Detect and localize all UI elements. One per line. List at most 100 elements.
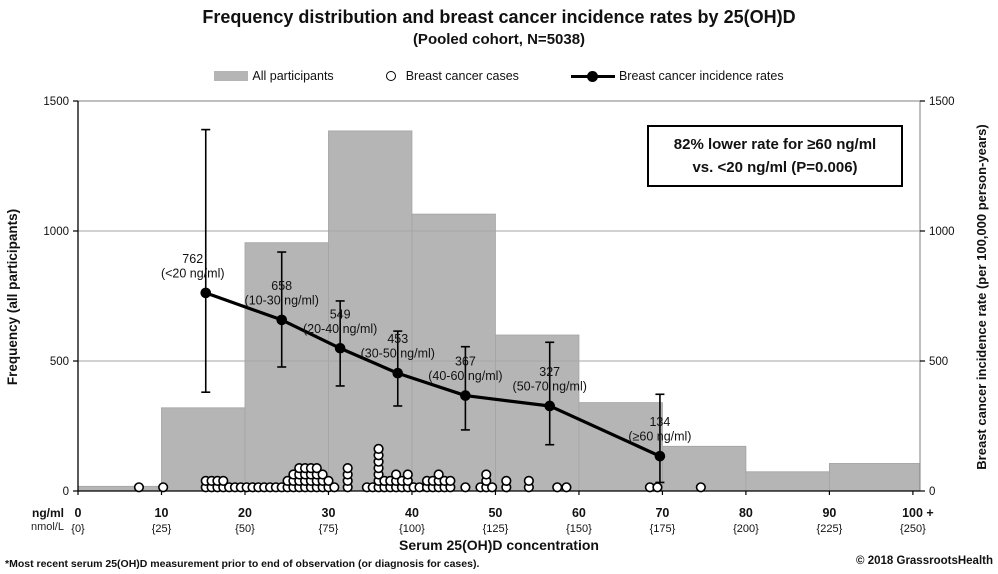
point-value-label: 134: [649, 415, 670, 429]
case-dot: [133, 482, 145, 493]
case-dot: [460, 482, 471, 493]
rate-marker: [392, 367, 404, 379]
x-tick-label-ngml: 10: [155, 506, 169, 520]
point-value-label: 658: [271, 279, 292, 293]
rate-marker: [460, 390, 471, 401]
x-tick-label-ngml: 20: [238, 506, 252, 520]
x-tick-label-nmoll: {150}: [566, 523, 592, 535]
x-unit-label-ngml: ng/ml: [32, 506, 64, 520]
x-tick-label-ngml: 100 +: [902, 506, 934, 520]
case-dot: [311, 463, 322, 474]
y-tick-label-left: 0: [63, 486, 69, 498]
case-dot: [481, 469, 492, 480]
x-tick-label-nmoll: {225}: [817, 523, 843, 535]
case-dot: [158, 482, 169, 493]
legend-item-cases: Breast cancer cases: [385, 69, 519, 83]
case-dot: [445, 475, 456, 487]
x-tick-label-ngml: 50: [488, 506, 502, 520]
x-tick-label-nmoll: {250}: [900, 523, 926, 535]
x-tick-label-ngml: 30: [322, 506, 336, 520]
legend-item-all-participants: All participants: [214, 69, 334, 83]
x-tick-label-ngml: 0: [75, 506, 82, 520]
legend-item-incidence: Breast cancer incidence rates: [570, 69, 784, 83]
legend-label-incidence: Breast cancer incidence rates: [618, 69, 784, 83]
histogram-bar: [328, 130, 413, 492]
y-tick-label-left: 500: [50, 356, 69, 368]
x-tick-label-nmoll: {175}: [650, 523, 676, 535]
rate-marker: [544, 400, 556, 412]
x-tick-label-ngml: 80: [739, 506, 753, 520]
case-dot: [317, 469, 328, 480]
histogram-bar: [411, 213, 496, 492]
y-tick-label-left: 1500: [43, 96, 69, 108]
case-dot: [218, 475, 229, 487]
histogram-bar: [244, 242, 329, 492]
x-tick-label-ngml: 90: [822, 506, 836, 520]
case-dot: [390, 469, 402, 480]
point-group-label: (20-40 ng/ml): [303, 322, 377, 336]
case-dot: [329, 482, 340, 493]
footnote: *Most recent serum 25(OH)D measurement p…: [5, 558, 480, 570]
point-group-label: (50-70 ng/ml): [513, 379, 587, 393]
rate-marker: [654, 450, 666, 462]
case-dot: [342, 463, 353, 474]
chart-subtitle: (Pooled cohort, N=5038): [412, 31, 586, 48]
point-value-label: 549: [330, 307, 351, 321]
rate-marker: [200, 287, 212, 299]
open-circle-swatch-icon: [385, 71, 396, 81]
rate-marker: [334, 342, 346, 354]
x-tick-label-nmoll: {200}: [733, 523, 759, 535]
y-tick-label-right: 500: [929, 356, 948, 368]
point-group-label: (40-60 ng/ml): [428, 369, 502, 383]
annotation-box: 82% lower rate for ≥60 ng/ml vs. <20 ng/…: [647, 125, 903, 187]
x-tick-label-ngml: 60: [572, 506, 586, 520]
x-tick-label-ngml: 70: [655, 506, 669, 520]
case-dot: [695, 482, 706, 493]
y-axis-title-left: Frequency (all participants): [5, 208, 20, 386]
y-tick-label-right: 0: [929, 486, 935, 498]
point-value-label: 367: [455, 355, 476, 369]
case-dot: [523, 475, 534, 487]
legend-label-all-participants: All participants: [252, 69, 334, 83]
point-group-label: (30-50 ng/ml): [361, 347, 435, 361]
x-tick-label-nmoll: {25}: [152, 523, 172, 535]
case-dot: [561, 482, 572, 493]
x-tick-label-nmoll: {50}: [235, 523, 255, 535]
legend-label-cases: Breast cancer cases: [405, 69, 519, 83]
case-dot: [402, 469, 413, 480]
annotation-line2: vs. <20 ng/ml (P=0.006): [692, 159, 858, 176]
x-tick-label-nmoll: {100}: [399, 523, 425, 535]
bar-swatch-icon: [214, 71, 249, 81]
line-marker-swatch-icon: [570, 70, 615, 82]
legend: All participants Breast cancer cases Bre…: [0, 69, 998, 83]
point-group-label: (≥60 ng/ml): [628, 430, 691, 444]
x-axis-title: Serum 25(OH)D concentration: [399, 537, 599, 553]
y-tick-label-left: 1000: [43, 226, 69, 238]
x-tick-label-nmoll: {75}: [319, 523, 339, 535]
histogram-bar: [578, 402, 663, 492]
x-unit-label-nmoll: nmol/L: [30, 521, 64, 533]
annotation-line1: 82% lower rate for ≥60 ng/ml: [673, 135, 877, 153]
case-dot: [501, 475, 512, 487]
copyright: © 2018 GrassrootsHealth: [856, 555, 993, 567]
case-dot: [433, 469, 444, 480]
y-tick-label-right: 1500: [929, 96, 955, 108]
case-dot: [323, 475, 334, 487]
point-group-label: (10-30 ng/ml): [245, 293, 319, 307]
histogram-bar: [745, 471, 830, 492]
point-value-label: 453: [387, 332, 408, 346]
point-group-label: (<20 ng/ml): [161, 266, 225, 280]
point-value-label: 327: [539, 365, 560, 379]
point-value-label: 762: [182, 252, 203, 266]
rate-marker: [276, 314, 288, 326]
case-dot: [373, 443, 384, 455]
histogram-bar: [829, 463, 921, 492]
case-dot: [487, 482, 498, 493]
y-tick-label-right: 1000: [929, 226, 955, 238]
y-axis-title-right: Breast cancer incidence rate (per 100,00…: [974, 124, 989, 470]
case-dot: [552, 482, 563, 493]
case-dot: [652, 482, 663, 493]
x-tick-label-ngml: 40: [405, 506, 419, 520]
